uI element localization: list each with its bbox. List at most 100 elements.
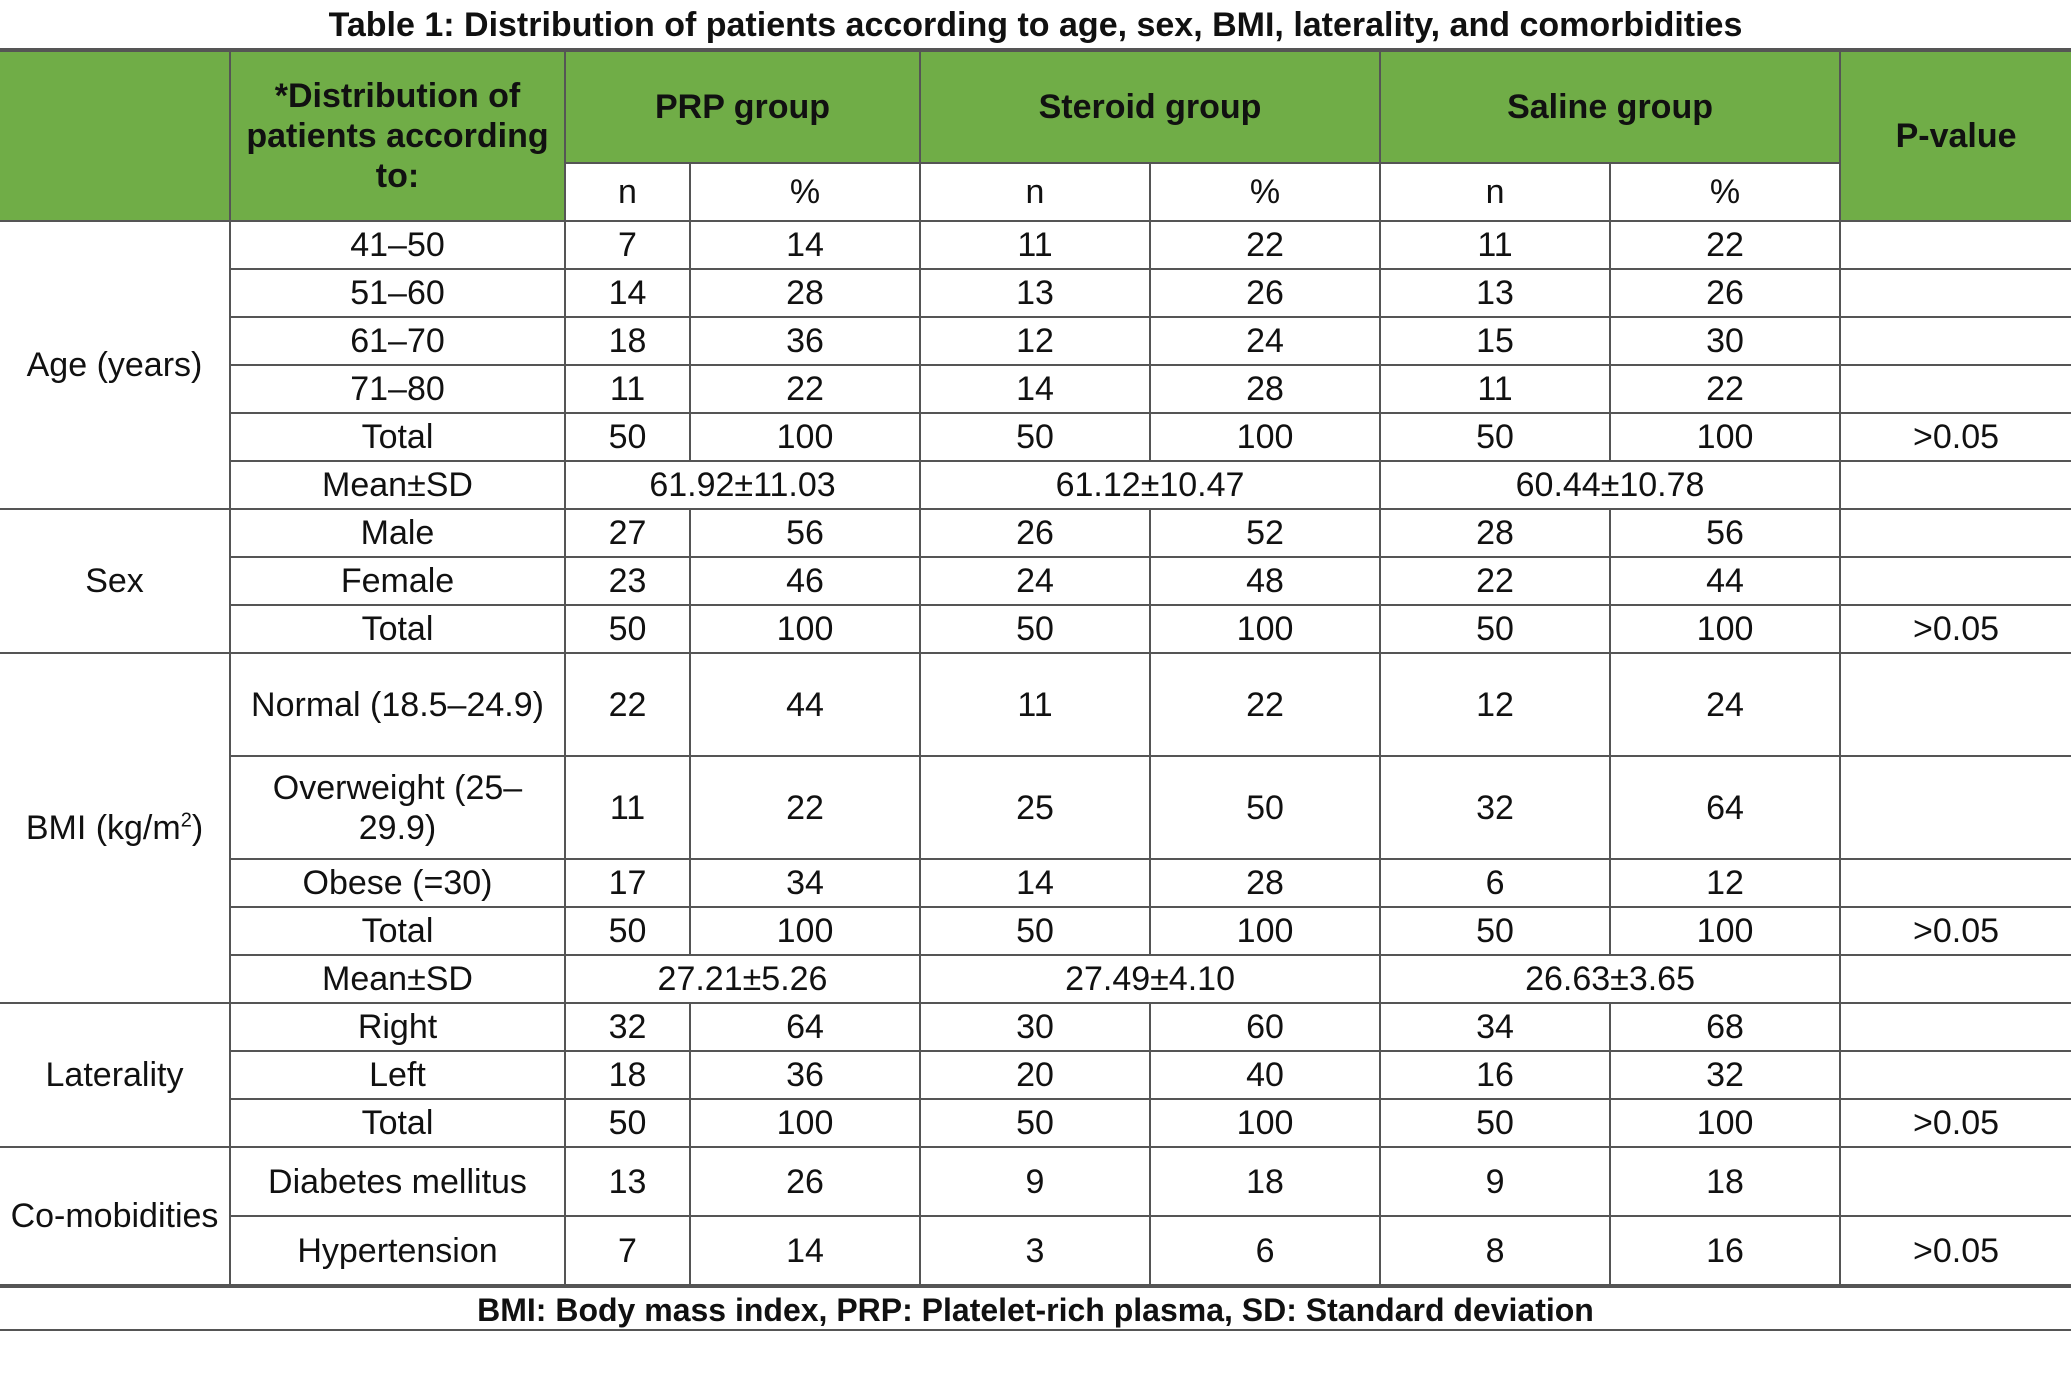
- saline-percent-cell: 22: [1609, 220, 1842, 270]
- prp-percent-cell: 100: [688, 906, 922, 956]
- p-value-cell: >0.05: [1839, 1215, 2071, 1286]
- saline-percent-cell: 68: [1609, 1002, 1842, 1052]
- prp-percent-cell: 26: [688, 1146, 922, 1217]
- saline-n-cell: 22: [1379, 556, 1612, 606]
- table-row: Total 50 100 50 100 50 100 >0.05: [0, 604, 2071, 654]
- saline-percent-cell: 18: [1609, 1146, 1842, 1217]
- section-label: Age (years): [0, 220, 231, 510]
- steroid-percent-cell: 18: [1149, 1146, 1382, 1217]
- prp-percent-cell: 14: [688, 1215, 922, 1286]
- prp-n-cell: 27: [564, 508, 691, 558]
- steroid-n-cell: 50: [919, 906, 1152, 956]
- p-value-cell: [1839, 268, 2071, 318]
- prp-percent-cell: 44: [688, 652, 922, 757]
- saline-n-cell: 16: [1379, 1050, 1612, 1100]
- p-value-cell: [1839, 556, 2071, 606]
- row-label: Left: [229, 1050, 566, 1100]
- steroid-n-cell: 14: [919, 858, 1152, 908]
- row-label: Hypertension: [229, 1215, 566, 1286]
- distribution-table: *Distribution of patients according to: …: [0, 50, 2071, 1286]
- saline-percent-cell: 100: [1609, 1098, 1842, 1148]
- saline-percent-cell: 64: [1609, 755, 1842, 860]
- steroid-n-cell: 3: [919, 1215, 1152, 1286]
- steroid-percent-cell: 52: [1149, 508, 1382, 558]
- prp-mean-sd-cell: 27.21±5.26: [563, 954, 922, 1004]
- steroid-n-cell: 20: [919, 1050, 1152, 1100]
- table-row: Female 23 46 24 48 22 44: [0, 556, 2071, 606]
- table-row: Overweight (25–29.9) 11 22 25 50 32 64: [0, 755, 2071, 860]
- steroid-percent-cell: 50: [1149, 755, 1382, 860]
- row-label: Mean±SD: [229, 460, 566, 510]
- prp-n-cell: 22: [564, 652, 691, 757]
- p-value-cell: >0.05: [1839, 1098, 2071, 1148]
- row-label: Normal (18.5–24.9): [229, 652, 566, 757]
- header-blank-cell: [0, 50, 231, 222]
- steroid-n-cell: 50: [919, 412, 1152, 462]
- header-steroid-percent: %: [1149, 162, 1382, 222]
- p-value-cell: [1839, 1050, 2071, 1100]
- table-row: 61–70 18 36 12 24 15 30: [0, 316, 2071, 366]
- p-value-cell: >0.05: [1839, 412, 2071, 462]
- prp-mean-sd-cell: 61.92±11.03: [563, 460, 922, 510]
- saline-percent-cell: 100: [1609, 604, 1842, 654]
- header-prp-percent: %: [688, 162, 922, 222]
- saline-n-cell: 50: [1379, 906, 1612, 956]
- saline-percent-cell: 30: [1609, 316, 1842, 366]
- prp-n-cell: 13: [564, 1146, 691, 1217]
- table-row: Total 50 100 50 100 50 100 >0.05: [0, 1098, 2071, 1148]
- steroid-n-cell: 12: [919, 316, 1152, 366]
- saline-percent-cell: 32: [1609, 1050, 1842, 1100]
- prp-percent-cell: 100: [688, 412, 922, 462]
- prp-n-cell: 50: [564, 906, 691, 956]
- row-label: Total: [229, 412, 566, 462]
- p-value-cell: [1839, 220, 2071, 270]
- saline-percent-cell: 16: [1609, 1215, 1842, 1286]
- p-value-cell: [1839, 858, 2071, 908]
- saline-n-cell: 12: [1379, 652, 1612, 757]
- row-label: Total: [229, 604, 566, 654]
- row-label: Male: [229, 508, 566, 558]
- p-value-cell: [1839, 1002, 2071, 1052]
- header-prp-n: n: [564, 162, 691, 222]
- row-label: Diabetes mellitus: [229, 1146, 566, 1217]
- header-distribution: *Distribution of patients according to:: [229, 50, 566, 222]
- p-value-cell: [1839, 755, 2071, 860]
- saline-percent-cell: 26: [1609, 268, 1842, 318]
- saline-n-cell: 34: [1379, 1002, 1612, 1052]
- row-label: Obese (=30): [229, 858, 566, 908]
- table-row: Total 50 100 50 100 50 100 >0.05: [0, 412, 2071, 462]
- steroid-percent-cell: 28: [1149, 858, 1382, 908]
- header-steroid-group: Steroid group: [919, 50, 1382, 164]
- saline-n-cell: 11: [1379, 220, 1612, 270]
- prp-n-cell: 18: [564, 1050, 691, 1100]
- steroid-percent-cell: 28: [1149, 364, 1382, 414]
- row-label: 61–70: [229, 316, 566, 366]
- table-row: Co-mobidities Diabetes mellitus 13 26 9 18 9 18: [0, 1146, 2071, 1286]
- prp-percent-cell: 34: [688, 858, 922, 908]
- table-row: Mean±SD 61.92±11.03 61.12±10.47 60.44±10.78: [0, 460, 2071, 510]
- saline-n-cell: 50: [1379, 604, 1612, 654]
- steroid-n-cell: 24: [919, 556, 1152, 606]
- prp-percent-cell: 100: [688, 604, 922, 654]
- prp-n-cell: 11: [564, 364, 691, 414]
- prp-n-cell: 17: [564, 858, 691, 908]
- prp-percent-cell: 64: [688, 1002, 922, 1052]
- header-saline-n: n: [1379, 162, 1612, 222]
- row-label: 51–60: [229, 268, 566, 318]
- header-steroid-n: n: [919, 162, 1152, 222]
- p-value-cell: [1839, 460, 2071, 510]
- prp-percent-cell: 56: [688, 508, 922, 558]
- prp-n-cell: 7: [564, 220, 691, 270]
- prp-n-cell: 50: [564, 412, 691, 462]
- saline-percent-cell: 100: [1609, 412, 1842, 462]
- saline-n-cell: 6: [1379, 858, 1612, 908]
- row-label: 71–80: [229, 364, 566, 414]
- row-label: Total: [229, 1098, 566, 1148]
- row-label: Total: [229, 906, 566, 956]
- p-value-cell: [1839, 652, 2071, 757]
- steroid-percent-cell: 100: [1149, 412, 1382, 462]
- saline-percent-cell: 12: [1609, 858, 1842, 908]
- prp-n-cell: 18: [564, 316, 691, 366]
- saline-mean-sd-cell: 60.44±10.78: [1379, 460, 1842, 510]
- section-label: BMI (kg/m2): [0, 652, 231, 1004]
